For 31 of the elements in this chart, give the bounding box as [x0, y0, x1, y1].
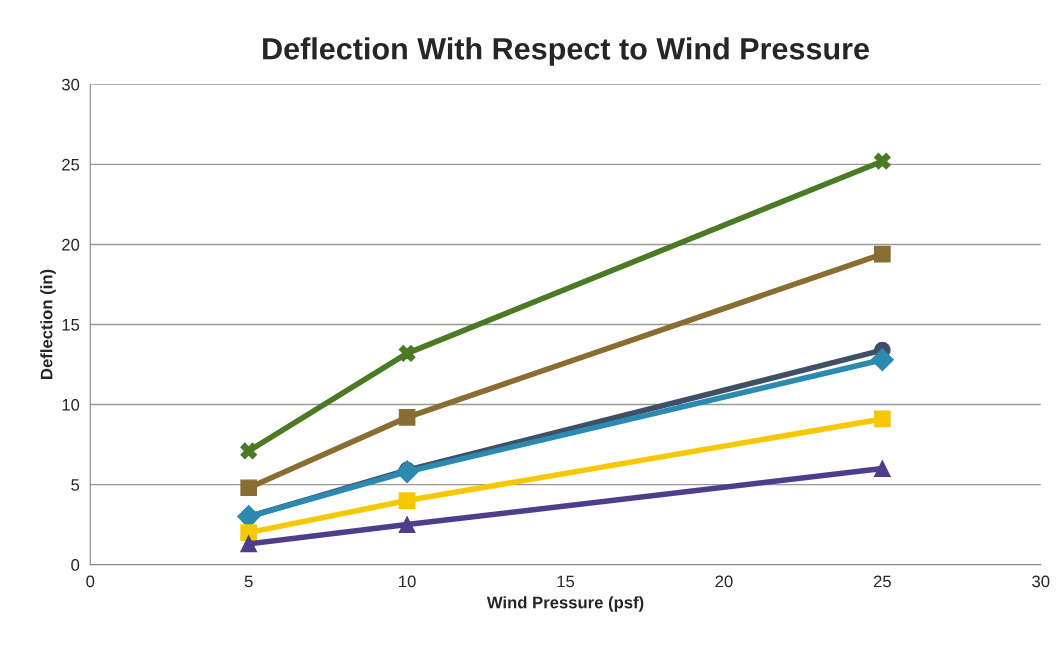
y-axis-title: Deflection (in) — [40, 269, 56, 379]
point — [398, 344, 416, 362]
point — [398, 409, 416, 426]
point — [398, 492, 416, 509]
point — [240, 535, 258, 553]
point — [395, 460, 419, 484]
x-tick-label: 20 — [715, 575, 733, 588]
point — [870, 348, 894, 372]
y-tick-label: 15 — [62, 319, 80, 331]
point — [874, 152, 891, 170]
y-tick-label: 20 — [62, 238, 80, 251]
x-tick-label: 25 — [873, 575, 891, 588]
y-tick-label: 30 — [61, 78, 80, 91]
point — [398, 516, 416, 533]
y-tick-label: 10 — [62, 398, 80, 411]
x-axis-title: Wind Pressure (psf) — [486, 596, 644, 612]
point — [240, 524, 258, 541]
x-tick-label: 0 — [86, 575, 95, 588]
point — [874, 245, 891, 263]
point — [874, 460, 891, 477]
point — [240, 479, 258, 497]
x-tick-label: 5 — [244, 575, 253, 588]
point — [240, 442, 258, 460]
point — [874, 410, 891, 428]
y-tick-label: 25 — [62, 158, 80, 171]
x-tick-label: 30 — [1032, 575, 1050, 588]
x-tick-label: 10 — [399, 575, 416, 588]
x-tick-label: 15 — [557, 575, 575, 588]
y-tick-label: 5 — [71, 479, 80, 491]
chart-title: Deflection With Respect to Wind Pressure — [263, 37, 869, 66]
y-tick-label: 0 — [71, 559, 80, 571]
